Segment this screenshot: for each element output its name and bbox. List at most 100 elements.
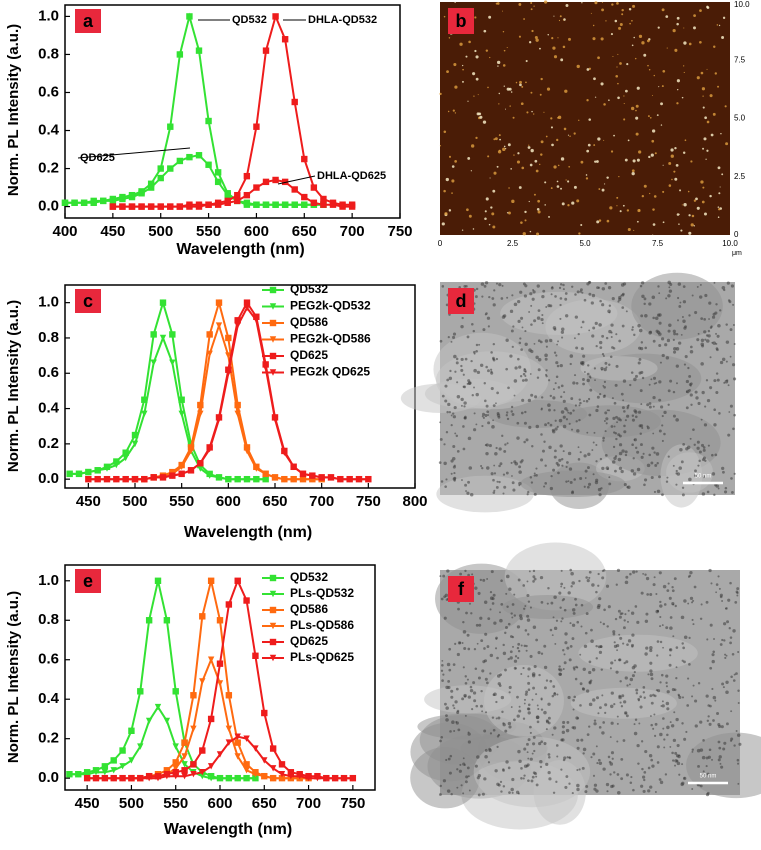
tem-particle <box>518 484 521 487</box>
afm-particle <box>562 45 566 49</box>
afm-particle <box>703 137 707 141</box>
marker <box>199 769 206 776</box>
tem-particle <box>485 451 489 456</box>
tem-particle <box>611 460 616 464</box>
afm-particle <box>661 85 664 88</box>
tem-particle <box>506 417 510 421</box>
tem-particle <box>610 661 614 665</box>
marker <box>281 475 288 483</box>
tem-particle <box>532 735 536 739</box>
tem-particle <box>713 379 717 383</box>
tem-particle <box>622 626 626 630</box>
tem-particle <box>588 292 592 296</box>
afm-particle <box>688 214 691 217</box>
tem-particle <box>547 586 550 590</box>
tem-particle <box>577 332 580 336</box>
x-tick-label: 550 <box>163 795 188 812</box>
tem-particle <box>587 452 591 456</box>
tem-particle <box>678 695 682 699</box>
tem-particle <box>659 600 662 604</box>
afm-particle <box>636 86 640 90</box>
marker <box>206 331 213 338</box>
afm-y-tick-label: 0 <box>734 230 739 239</box>
tem-particle <box>723 490 728 494</box>
tem-particle <box>733 343 736 346</box>
marker <box>269 336 277 343</box>
tem-particle <box>706 490 710 494</box>
tem-particle <box>578 398 581 401</box>
tem-particle <box>498 684 502 687</box>
tem-particle <box>642 691 645 694</box>
tem-particle <box>462 630 467 634</box>
tem-particle <box>483 284 487 288</box>
afm-particle <box>702 186 705 189</box>
tem-particle <box>602 436 605 440</box>
afm-particle <box>498 103 500 105</box>
tem-particle <box>731 490 734 494</box>
tem-particle <box>537 651 541 655</box>
afm-particle <box>643 53 647 57</box>
tem-particle <box>606 790 609 793</box>
afm-particle <box>585 174 588 176</box>
afm-particle <box>550 117 553 120</box>
tem-particle <box>701 492 706 496</box>
tem-particle <box>532 569 536 573</box>
tem-particle <box>514 667 517 670</box>
tem-particle <box>656 489 661 494</box>
tem-particle <box>439 421 442 424</box>
tem-particle <box>596 405 600 408</box>
tem-particle <box>619 680 622 683</box>
tem-particle <box>440 480 444 483</box>
tem-particle <box>725 690 729 695</box>
tem-particle <box>640 403 643 406</box>
tem-particle <box>491 425 495 429</box>
tem-particle <box>514 461 519 466</box>
afm-particle <box>556 138 559 142</box>
afm-particle <box>631 44 634 47</box>
x-tick-label: 600 <box>244 223 269 240</box>
tem-particle <box>658 321 662 325</box>
tem-particle <box>584 790 588 794</box>
afm-particle <box>489 177 491 179</box>
afm-particle <box>568 37 571 41</box>
tem-particle <box>464 357 468 361</box>
panel-label-text: f <box>458 579 465 599</box>
afm-particle <box>635 104 639 108</box>
afm-particle <box>461 64 464 67</box>
tem-particle <box>715 303 718 306</box>
tem-particle <box>481 792 485 796</box>
afm-particle <box>462 80 464 83</box>
afm-particle <box>652 234 654 236</box>
afm-particle <box>683 203 687 207</box>
y-tick-label: 0.0 <box>38 470 59 487</box>
tem-particle <box>489 653 494 658</box>
tem-particle <box>473 352 476 355</box>
afm-particle <box>635 132 639 136</box>
tem-particle <box>692 428 695 432</box>
tem-particle <box>638 357 642 361</box>
marker <box>253 201 260 208</box>
tem-particle <box>609 704 614 709</box>
marker <box>110 774 117 782</box>
tem-particle <box>533 319 537 323</box>
afm-particle <box>699 40 702 44</box>
tem-particle <box>537 339 541 343</box>
tem-particle <box>571 608 576 612</box>
tem-particle <box>502 473 506 476</box>
tem-particle <box>647 789 651 793</box>
legend-label: PEG2k QD625 <box>290 365 370 379</box>
marker <box>147 203 155 210</box>
tem-particle <box>494 452 498 456</box>
tem-particle <box>601 694 604 697</box>
tem-particle <box>489 608 492 611</box>
tem-particle <box>699 617 703 621</box>
tem-particle <box>675 717 679 722</box>
tem-particle <box>655 382 658 384</box>
afm-particle <box>468 214 472 218</box>
tem-particle <box>684 325 687 329</box>
tem-particle <box>475 423 478 426</box>
tem-particle <box>634 446 638 450</box>
tem-particle <box>460 357 464 362</box>
marker <box>172 765 179 772</box>
tem-particle <box>487 617 491 621</box>
